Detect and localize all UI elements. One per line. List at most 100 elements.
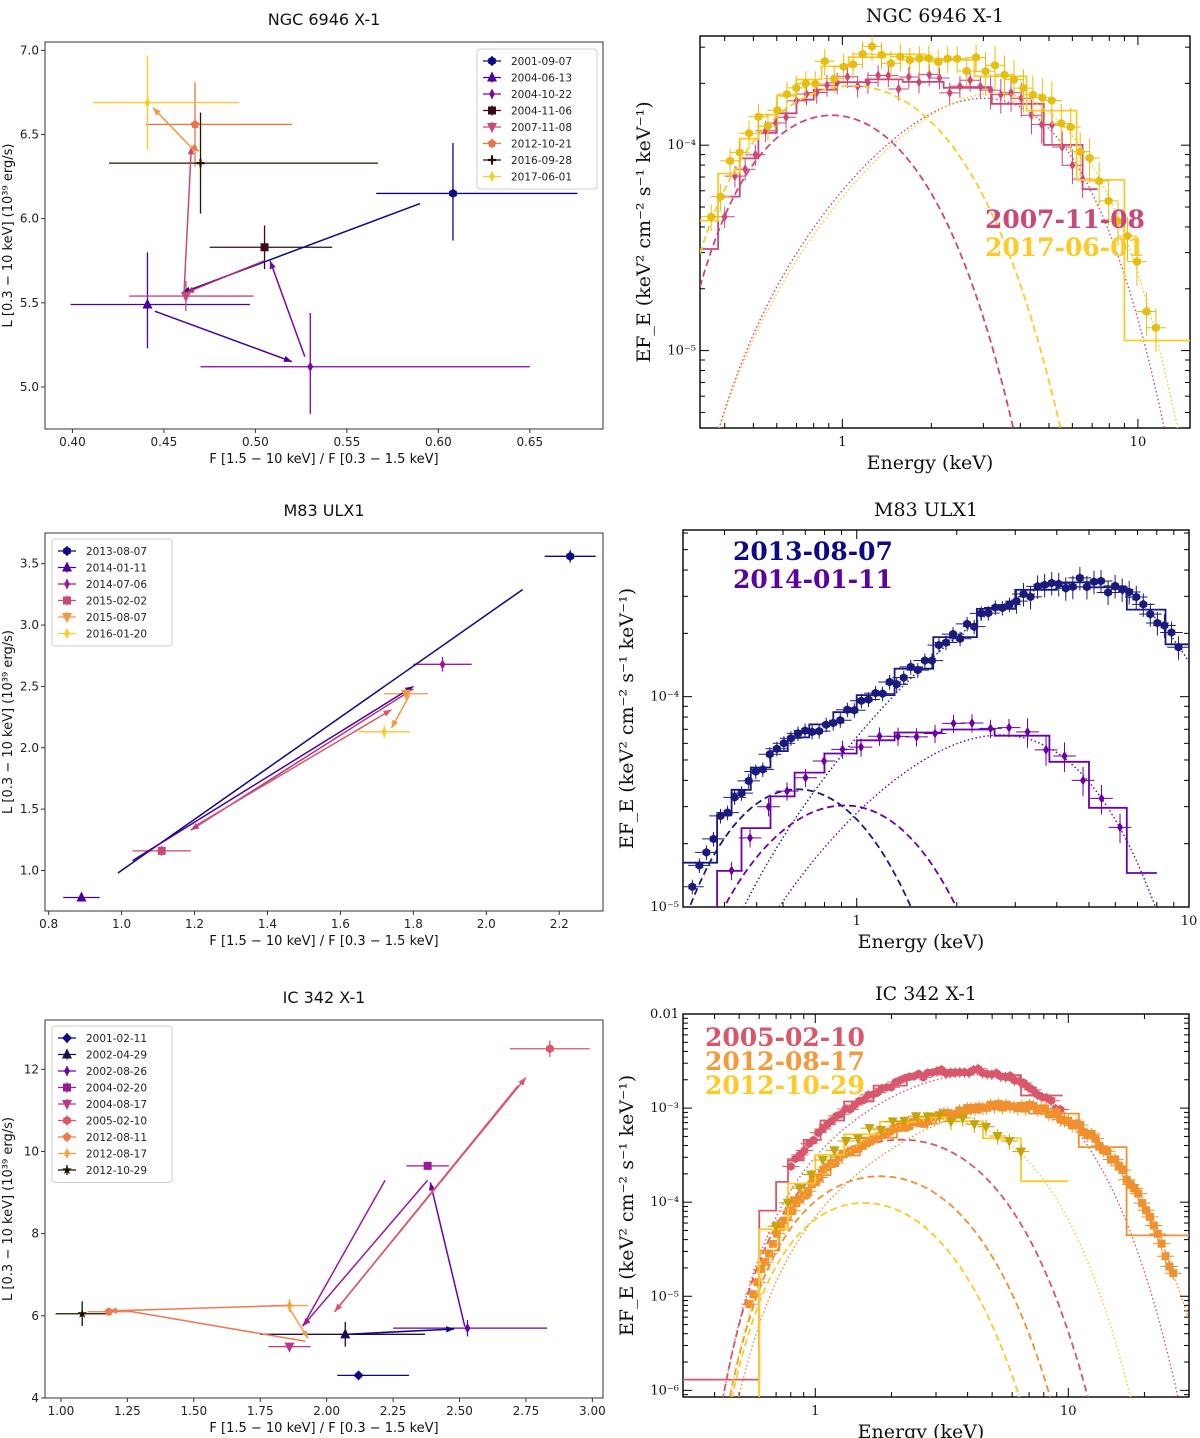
data-point (76, 891, 87, 902)
spectral-data-point (776, 1222, 785, 1231)
legend-marker (62, 1165, 72, 1174)
spectral-data-point (850, 705, 859, 715)
arrow-head (518, 1077, 526, 1086)
spectral-data-point (1134, 1189, 1143, 1198)
spectral-data-point (1080, 775, 1087, 786)
date-annotation: 2012-08-17 (705, 1047, 865, 1076)
y-tick-label: 1.0 (20, 864, 39, 878)
legend-label: 2002-04-29 (86, 1050, 147, 1062)
spectral-data-point (1160, 621, 1169, 630)
spectral-data-point (735, 147, 744, 157)
spectral-data-point (935, 640, 943, 650)
spectral-data-point (723, 808, 732, 818)
spectral-data-point (1153, 618, 1162, 628)
spectral-data-point (1122, 1175, 1131, 1184)
data-point (401, 689, 412, 700)
spectral-data-point (1047, 1096, 1056, 1106)
x-tick-label: 1 (838, 435, 846, 450)
spectral-data-point (730, 792, 739, 802)
spectral-data-point (1114, 216, 1122, 226)
y-tick-label: 2.0 (20, 741, 39, 755)
spectral-data-point (1069, 160, 1076, 171)
spectral-data-point (830, 74, 839, 84)
spectral-data-point (688, 882, 697, 892)
spectral-data-point (981, 66, 990, 76)
spectral-data-point (1033, 581, 1042, 591)
spectral-data-point (726, 156, 734, 166)
spectral-data-point (1090, 577, 1098, 587)
spectral-data-point (1110, 1155, 1119, 1164)
spectral-data-point (765, 801, 772, 812)
arrow-line (108, 1304, 287, 1312)
model-disk-component (688, 788, 912, 907)
spectral-data-point (946, 87, 953, 98)
date-annotation: 2013-08-07 (733, 537, 893, 566)
data-point (284, 1342, 295, 1353)
spectral-data-point (1054, 579, 1063, 589)
legend-label: 2007-11-08 (511, 122, 572, 134)
spectral-data-point (1018, 93, 1025, 104)
spectral-data-point (829, 1146, 840, 1157)
data-point (340, 1328, 351, 1339)
spectral-data-point (843, 705, 852, 715)
spectral-data-point (1000, 70, 1009, 80)
arrow-line (185, 260, 265, 294)
spectral-data-point (1133, 257, 1141, 267)
x-tick-label: 1.2 (185, 917, 204, 931)
y-tick-label: 10⁻⁴ (650, 690, 679, 705)
model-disk-component (731, 1201, 1021, 1397)
legend-label: 2002-08-26 (86, 1066, 147, 1078)
spectral-data-point (969, 1120, 980, 1131)
spectral-data-point (1041, 1104, 1050, 1113)
spectral-data-point (1174, 642, 1183, 652)
spectral-data-point (896, 52, 905, 62)
spectral-data-point (911, 1112, 922, 1123)
data-point (546, 1044, 554, 1054)
x-tick-label: 10 (1130, 435, 1147, 450)
model-hard-component (718, 92, 1179, 428)
spectral-data-point (1066, 122, 1075, 132)
spectral-data-point (1083, 582, 1091, 592)
spectral-data-point (1085, 153, 1094, 163)
y-tick-label: 3.5 (20, 557, 39, 571)
legend-label: 2004-02-20 (86, 1083, 147, 1095)
y-tick-label: 0.01 (650, 1007, 679, 1022)
y-tick-label: 6.5 (20, 128, 39, 142)
plot-frame (44, 1019, 604, 1399)
arrow-head (187, 146, 195, 155)
arrow-line (345, 1328, 455, 1336)
spectral-data-point (916, 77, 923, 88)
arrow-head (190, 143, 199, 152)
legend-marker (62, 613, 72, 623)
x-tick-label: 1 (811, 1404, 819, 1419)
x-tick-label: 1.6 (331, 917, 350, 931)
spectral-data-point (806, 1170, 817, 1181)
spectral-data-point (802, 772, 809, 783)
legend-marker (64, 1066, 70, 1076)
spectral-data-point (1118, 1166, 1127, 1175)
y-axis-label: L [0.3 − 10 keV] (10³⁹ erg/s) (1, 144, 16, 328)
data-point (449, 188, 457, 198)
legend-frame (476, 48, 598, 190)
spectral-data-point (737, 788, 746, 798)
chart-title: NGC 6946 X-1 (866, 5, 1004, 27)
spectral-data-point (1153, 1229, 1162, 1238)
arrow-line (183, 146, 193, 293)
arrow-head (269, 260, 276, 270)
spectral-data-point (922, 1112, 933, 1123)
chart-title: M83 ULX1 (283, 501, 364, 520)
spectral-data-point (1095, 1141, 1104, 1150)
arrow-line (302, 1179, 386, 1327)
spectral-data-point (716, 192, 725, 202)
scatter-panel-2: M83 ULX1 0.8 1.0 1.2 1.4 1.6 1.8 2.0 2.2 1.0 1.5 2.… (1, 501, 604, 949)
arrow-head (334, 1303, 343, 1312)
spectral-data-point (1145, 1212, 1154, 1221)
spectral-data-point (815, 726, 823, 736)
spectral-data-point (794, 728, 802, 738)
spectral-data-point (951, 1110, 960, 1119)
spectral-data-point (1123, 231, 1132, 241)
y-axis-label: L [0.3 − 10 keV] (10³⁹ erg/s) (1, 1117, 16, 1301)
chart-title: IC 342 X-1 (875, 983, 977, 1005)
spectral-data-point (817, 1155, 828, 1166)
spectral-data-point (808, 727, 816, 737)
